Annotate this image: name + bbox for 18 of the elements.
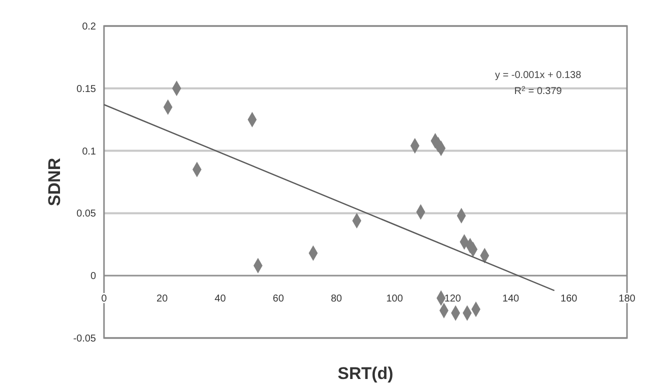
x-tick-label: 160 <box>560 294 578 305</box>
x-axis-title: SRT(d) <box>338 364 394 383</box>
y-tick-label: 0 <box>90 271 96 282</box>
y-tick-label: -0.05 <box>73 334 96 344</box>
x-tick-label: 20 <box>156 294 168 305</box>
annotation: R$^{2}$ = 0.379 <box>514 86 562 97</box>
y-tick-label: 0.2 <box>82 22 96 32</box>
x-tick-label: 40 <box>214 294 226 305</box>
x-tick-label: 100 <box>386 294 404 305</box>
annotation: y = -0.001x + 0.138 <box>495 70 582 81</box>
x-tick-label: 140 <box>502 294 520 305</box>
y-tick-label: 0.15 <box>76 84 96 95</box>
y-tick-label: 0.1 <box>82 146 96 158</box>
x-tick-label: 60 <box>272 294 284 305</box>
y-tick-label: 0.05 <box>76 208 96 220</box>
x-tick-label: 120 <box>444 294 462 305</box>
x-tick-label: 80 <box>330 294 342 305</box>
y-axis-title: SDNR <box>45 158 64 206</box>
